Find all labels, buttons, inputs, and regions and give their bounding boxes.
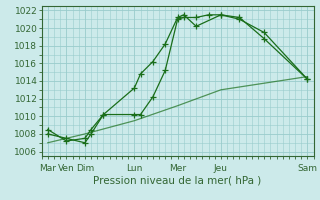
X-axis label: Pression niveau de la mer( hPa ): Pression niveau de la mer( hPa ): [93, 175, 262, 185]
